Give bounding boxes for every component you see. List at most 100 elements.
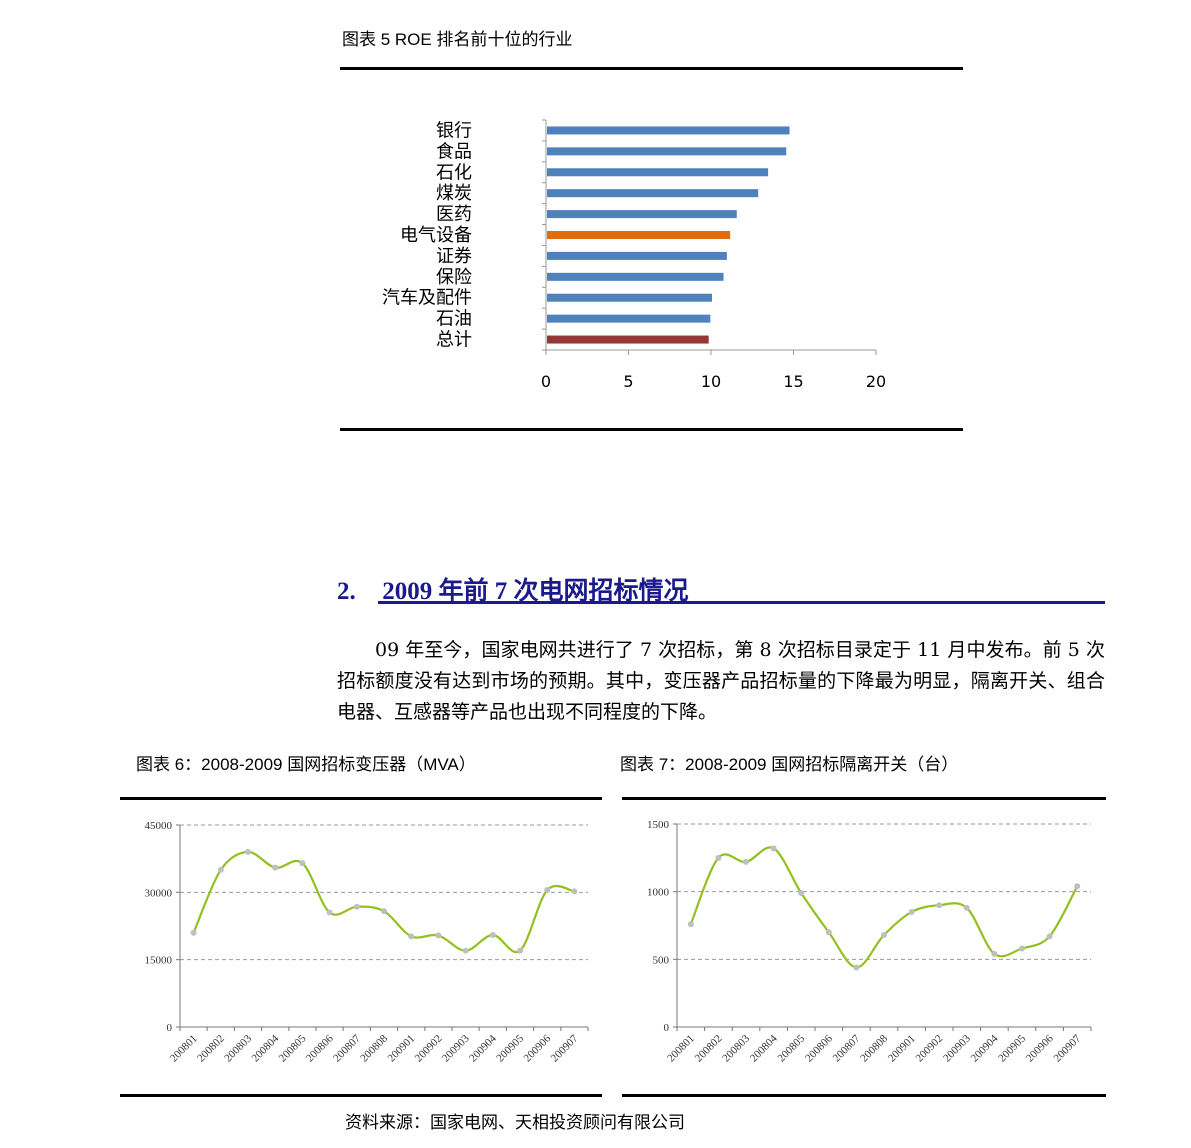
x-tick-label: 200901 xyxy=(386,1033,418,1065)
x-tick-label: 200805 xyxy=(277,1032,309,1064)
bar xyxy=(547,251,727,260)
data-point xyxy=(245,848,251,855)
data-point xyxy=(190,929,197,936)
x-tick-label: 200805 xyxy=(776,1032,808,1064)
data-point xyxy=(544,887,551,894)
x-tick-label: 200903 xyxy=(440,1032,472,1064)
data-point xyxy=(408,933,415,940)
x-tick-label: 200902 xyxy=(914,1033,946,1065)
data-point xyxy=(299,860,306,867)
data-point xyxy=(571,888,578,895)
category-label: 煤炭 xyxy=(436,183,472,204)
x-tick-label: 10 xyxy=(701,372,721,391)
x-tick-label: 200806 xyxy=(803,1032,835,1064)
data-point xyxy=(217,866,224,873)
data-point xyxy=(381,908,387,915)
y-tick-label: 0 xyxy=(664,1022,670,1034)
x-tick-label: 200905 xyxy=(494,1032,526,1064)
figure5-bottom-rule xyxy=(340,428,963,431)
category-label: 证券 xyxy=(436,246,472,267)
data-point xyxy=(936,902,943,909)
data-point xyxy=(991,950,998,957)
x-tick-label: 200901 xyxy=(886,1033,918,1065)
x-tick-label: 200907 xyxy=(1052,1032,1084,1064)
y-tick-label: 15000 xyxy=(145,955,173,967)
series-line xyxy=(192,850,575,954)
category-label: 汽车及配件 xyxy=(382,288,472,309)
x-tick-label: 200808 xyxy=(858,1032,890,1064)
data-point xyxy=(326,909,333,916)
x-tick-label: 200803 xyxy=(222,1032,254,1064)
figure5-title: 图表 5 ROE 排名前十位的行业 xyxy=(342,30,573,49)
bar xyxy=(547,210,737,219)
data-point xyxy=(489,931,496,938)
data-point xyxy=(715,854,722,861)
y-tick-label: 1000 xyxy=(647,887,670,899)
source-note: 资料来源：国家电网、天相投资顾问有限公司 xyxy=(345,1113,685,1132)
x-tick-label: 200804 xyxy=(748,1032,780,1064)
data-point xyxy=(798,890,805,897)
data-point xyxy=(272,864,279,871)
x-tick-label: 200903 xyxy=(941,1032,973,1064)
data-point xyxy=(825,929,832,936)
figure5-top-rule xyxy=(340,67,963,70)
data-point xyxy=(1046,933,1053,940)
y-tick-label: 30000 xyxy=(145,887,173,899)
bar xyxy=(547,335,709,344)
section-paragraph: 09 年至今，国家电网共进行了 7 次招标，第 8 次招标目录定于 11 月中发… xyxy=(337,639,1105,723)
x-tick-label: 200802 xyxy=(195,1033,227,1065)
figure7-bottom-rule xyxy=(622,1094,1106,1097)
x-tick-label: 200904 xyxy=(467,1032,499,1064)
y-tick-label: 0 xyxy=(167,1022,173,1034)
x-tick-label: 200802 xyxy=(693,1033,725,1065)
bar xyxy=(547,147,787,156)
data-point xyxy=(881,931,887,938)
bar xyxy=(547,168,769,177)
x-tick-label: 200906 xyxy=(522,1032,554,1064)
data-point xyxy=(462,947,469,954)
section-heading: 2. 2009 年前 7 次电网招标情况 xyxy=(337,571,689,607)
x-tick-label: 200804 xyxy=(250,1032,282,1064)
data-point xyxy=(353,903,360,910)
data-point xyxy=(908,908,915,915)
data-point xyxy=(517,947,523,954)
x-tick-label: 200806 xyxy=(304,1032,336,1064)
x-tick-label: 200807 xyxy=(831,1032,863,1064)
x-tick-label: 200907 xyxy=(549,1032,581,1064)
data-point xyxy=(1019,945,1025,952)
figure7-line-chart: 0500100015002008012008022008032008042008… xyxy=(647,819,1092,1065)
section-underline xyxy=(378,601,1105,604)
figure7-title: 图表 7：2008-2009 国网招标隔离开关（台） xyxy=(620,755,959,774)
data-point xyxy=(770,845,777,852)
category-label: 电气设备 xyxy=(400,225,472,246)
x-tick-label: 200905 xyxy=(996,1032,1028,1064)
x-tick-label: 5 xyxy=(623,372,633,391)
data-point xyxy=(743,858,749,865)
bar xyxy=(547,293,712,302)
data-point xyxy=(435,932,442,939)
y-tick-label: 45000 xyxy=(145,820,173,832)
category-label: 医药 xyxy=(436,204,472,225)
x-tick-label: 0 xyxy=(541,372,551,391)
figure6-line-chart: 0 15000 30000 45000 200801200802200803200804… xyxy=(145,820,589,1065)
category-label: 总计 xyxy=(436,330,472,351)
figure7-top-rule xyxy=(622,797,1106,800)
section-number: 2. xyxy=(337,578,356,605)
x-tick-label: 20 xyxy=(866,372,886,391)
category-label: 银行 xyxy=(436,120,472,141)
y-tick-label: 500 xyxy=(653,954,670,966)
bar xyxy=(547,231,731,239)
x-tick-label: 200906 xyxy=(1024,1032,1056,1064)
bar xyxy=(547,126,790,135)
x-tick-label: 200807 xyxy=(331,1032,363,1064)
x-tick-label: 200801 xyxy=(168,1033,200,1065)
bar xyxy=(547,314,711,323)
category-label: 食品 xyxy=(436,141,472,162)
bar xyxy=(547,189,759,198)
data-point xyxy=(687,921,694,928)
figure6-top-rule xyxy=(120,797,602,800)
data-point xyxy=(853,964,860,971)
figure6-title: 图表 6：2008-2009 国网招标变压器（MVA） xyxy=(136,755,476,774)
x-tick-label: 200803 xyxy=(720,1032,752,1064)
figure6-bottom-rule xyxy=(120,1094,602,1097)
